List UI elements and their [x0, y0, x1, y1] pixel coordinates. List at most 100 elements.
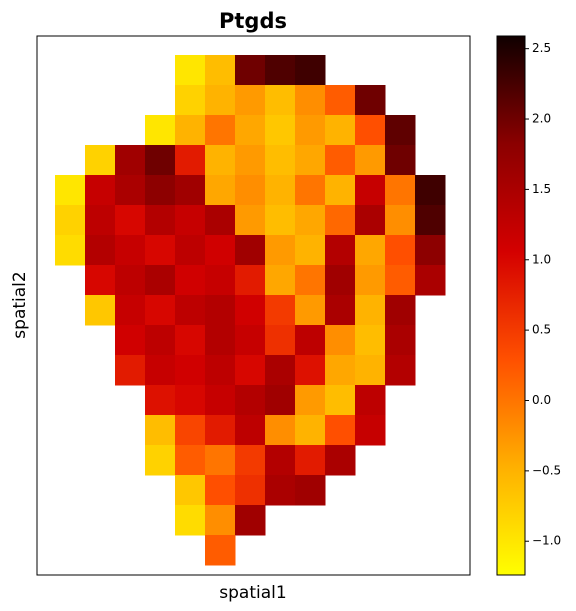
cell	[265, 355, 296, 386]
cell	[415, 265, 446, 296]
cell	[295, 385, 326, 416]
cell	[325, 145, 356, 176]
cell	[265, 385, 296, 416]
cell	[385, 175, 416, 206]
cell	[385, 115, 416, 146]
cell	[355, 145, 386, 176]
cell	[145, 205, 176, 236]
cell	[265, 85, 296, 116]
cell	[235, 415, 266, 446]
cell	[145, 235, 176, 266]
cell	[355, 115, 386, 146]
cell	[295, 175, 326, 206]
cell	[295, 235, 326, 266]
cell	[175, 175, 206, 206]
cell	[355, 415, 386, 446]
cell	[265, 415, 296, 446]
cell	[115, 325, 146, 356]
cell	[55, 205, 86, 236]
cell	[145, 145, 176, 176]
cell	[325, 445, 356, 476]
cell	[115, 205, 146, 236]
cell	[175, 145, 206, 176]
cell	[295, 415, 326, 446]
cell	[175, 235, 206, 266]
cell	[265, 325, 296, 356]
cell	[205, 355, 236, 386]
cell	[145, 175, 176, 206]
cell	[325, 295, 356, 326]
cell	[85, 175, 116, 206]
cell	[175, 475, 206, 506]
cell	[295, 145, 326, 176]
cell	[175, 445, 206, 476]
cell	[145, 115, 176, 146]
cell	[205, 55, 236, 86]
cell	[325, 325, 356, 356]
colorbar-tick-label: −1.0	[532, 534, 561, 548]
cell	[325, 115, 356, 146]
cell	[205, 445, 236, 476]
cell	[295, 445, 326, 476]
colorbar	[496, 35, 526, 576]
cell	[235, 175, 266, 206]
cell	[325, 415, 356, 446]
cell	[235, 505, 266, 536]
cell	[205, 115, 236, 146]
cell	[205, 205, 236, 236]
cell	[175, 385, 206, 416]
cell	[265, 175, 296, 206]
cell	[265, 55, 296, 86]
cell	[205, 385, 236, 416]
cell	[265, 475, 296, 506]
cell	[355, 175, 386, 206]
colorbar-tick-label: −0.5	[532, 463, 561, 477]
cell	[115, 145, 146, 176]
cell	[355, 265, 386, 296]
cell	[175, 205, 206, 236]
cell	[385, 235, 416, 266]
cell	[145, 265, 176, 296]
cell	[385, 325, 416, 356]
cell	[85, 265, 116, 296]
cell	[205, 325, 236, 356]
cell	[235, 145, 266, 176]
cell	[295, 355, 326, 386]
cell	[235, 115, 266, 146]
cell	[145, 445, 176, 476]
cell	[205, 175, 236, 206]
cell	[235, 475, 266, 506]
cell	[265, 265, 296, 296]
cell	[175, 85, 206, 116]
chart-title: Ptgds	[219, 9, 287, 33]
cell	[295, 115, 326, 146]
cell	[295, 325, 326, 356]
cell	[295, 475, 326, 506]
cell	[415, 235, 446, 266]
colorbar-tick-label: 1.5	[532, 182, 551, 196]
cell	[145, 325, 176, 356]
cell	[265, 445, 296, 476]
cell	[295, 295, 326, 326]
cell	[235, 295, 266, 326]
cell	[295, 205, 326, 236]
cell	[265, 235, 296, 266]
cell	[235, 355, 266, 386]
cell	[175, 415, 206, 446]
cell	[265, 295, 296, 326]
cell	[145, 385, 176, 416]
cell	[205, 265, 236, 296]
cell	[205, 145, 236, 176]
colorbar-tick-label: 2.5	[532, 41, 551, 55]
cell	[115, 295, 146, 326]
cell	[145, 355, 176, 386]
cell	[325, 205, 356, 236]
cell	[295, 55, 326, 86]
plot-frame	[36, 35, 471, 576]
cell	[235, 265, 266, 296]
cell	[175, 115, 206, 146]
cell	[205, 415, 236, 446]
cell	[205, 235, 236, 266]
cell	[175, 265, 206, 296]
cell	[355, 85, 386, 116]
